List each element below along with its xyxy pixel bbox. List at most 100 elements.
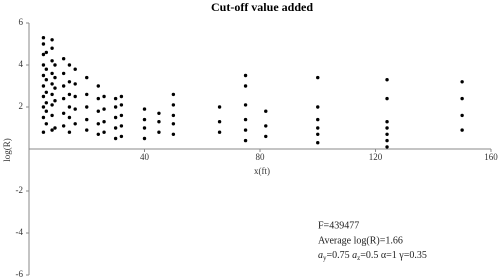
point — [102, 130, 106, 134]
point — [113, 115, 118, 120]
point — [157, 130, 161, 134]
point — [44, 101, 49, 105]
point — [41, 115, 46, 120]
point — [385, 126, 389, 130]
point — [50, 103, 54, 107]
point — [243, 73, 248, 78]
point — [102, 107, 106, 111]
point — [41, 105, 46, 109]
x-tick-label: 80 — [256, 152, 266, 162]
point — [50, 82, 54, 86]
point — [316, 141, 320, 145]
point — [217, 105, 222, 109]
point — [316, 126, 320, 130]
point — [41, 36, 46, 40]
annotation: ay=0.75 az=0.5 α=1 γ=0.35 — [318, 250, 427, 261]
point — [385, 120, 389, 124]
annotation-part: y — [323, 254, 327, 262]
point — [73, 82, 77, 86]
point — [61, 71, 66, 76]
chart-title: Cut-off value added — [211, 0, 313, 14]
point — [264, 109, 268, 113]
point — [316, 75, 320, 80]
point — [142, 136, 147, 141]
point — [53, 86, 57, 90]
point — [217, 130, 222, 134]
annotation-part: a — [318, 250, 323, 261]
point — [171, 122, 176, 126]
point — [53, 126, 57, 130]
point — [44, 122, 49, 126]
point — [73, 94, 77, 99]
point — [73, 122, 77, 126]
point — [113, 96, 118, 101]
point — [102, 120, 106, 124]
point — [96, 84, 101, 88]
point — [53, 99, 57, 103]
y-tick-label: -2 — [16, 185, 24, 195]
point — [44, 78, 49, 82]
point — [41, 130, 46, 134]
annotation-part: =0.5 α=1 γ=0.35 — [360, 250, 427, 261]
point — [385, 132, 389, 136]
point — [316, 132, 320, 136]
point — [316, 117, 320, 122]
point — [41, 42, 46, 46]
point — [243, 84, 248, 88]
point — [61, 84, 66, 88]
point — [96, 96, 101, 101]
point — [50, 128, 54, 132]
point — [157, 120, 161, 124]
point — [157, 111, 161, 116]
point — [243, 128, 248, 132]
point — [53, 63, 57, 67]
y-tick-label: 4 — [19, 59, 24, 69]
point — [50, 113, 54, 118]
point — [50, 71, 54, 76]
point — [142, 107, 147, 111]
annotation-part: =0.75 — [327, 250, 353, 261]
point — [73, 67, 77, 71]
y-axis-label: log(R) — [2, 138, 12, 162]
point — [316, 105, 320, 109]
point — [119, 94, 124, 99]
point — [460, 113, 464, 118]
x-tick-label: 120 — [369, 152, 383, 162]
point — [44, 90, 49, 95]
point — [85, 105, 89, 109]
y-tick-label: -4 — [16, 227, 24, 237]
point — [385, 78, 389, 82]
point — [96, 122, 101, 126]
point — [67, 105, 72, 109]
point — [50, 38, 54, 42]
point — [61, 124, 66, 128]
point — [385, 145, 389, 149]
point — [41, 73, 46, 78]
point — [243, 103, 248, 107]
point — [171, 103, 176, 107]
point — [44, 67, 49, 71]
point — [61, 111, 66, 116]
point — [119, 113, 124, 118]
x-tick-label: 160 — [484, 152, 498, 162]
y-tick-label: -6 — [16, 269, 24, 278]
point — [264, 134, 268, 139]
annotation: Average log(R)=1.66 — [318, 235, 403, 246]
point — [67, 80, 72, 84]
point — [217, 120, 222, 124]
point — [41, 63, 46, 67]
point — [61, 96, 66, 101]
y-tick-label: 2 — [19, 101, 24, 111]
point — [142, 117, 147, 122]
point — [44, 50, 49, 55]
point — [119, 134, 124, 139]
point — [61, 57, 66, 61]
point — [96, 132, 101, 136]
point — [119, 103, 124, 107]
point — [50, 59, 54, 63]
annotation: F=439477 — [318, 220, 359, 231]
point — [113, 105, 118, 109]
point — [142, 126, 147, 130]
